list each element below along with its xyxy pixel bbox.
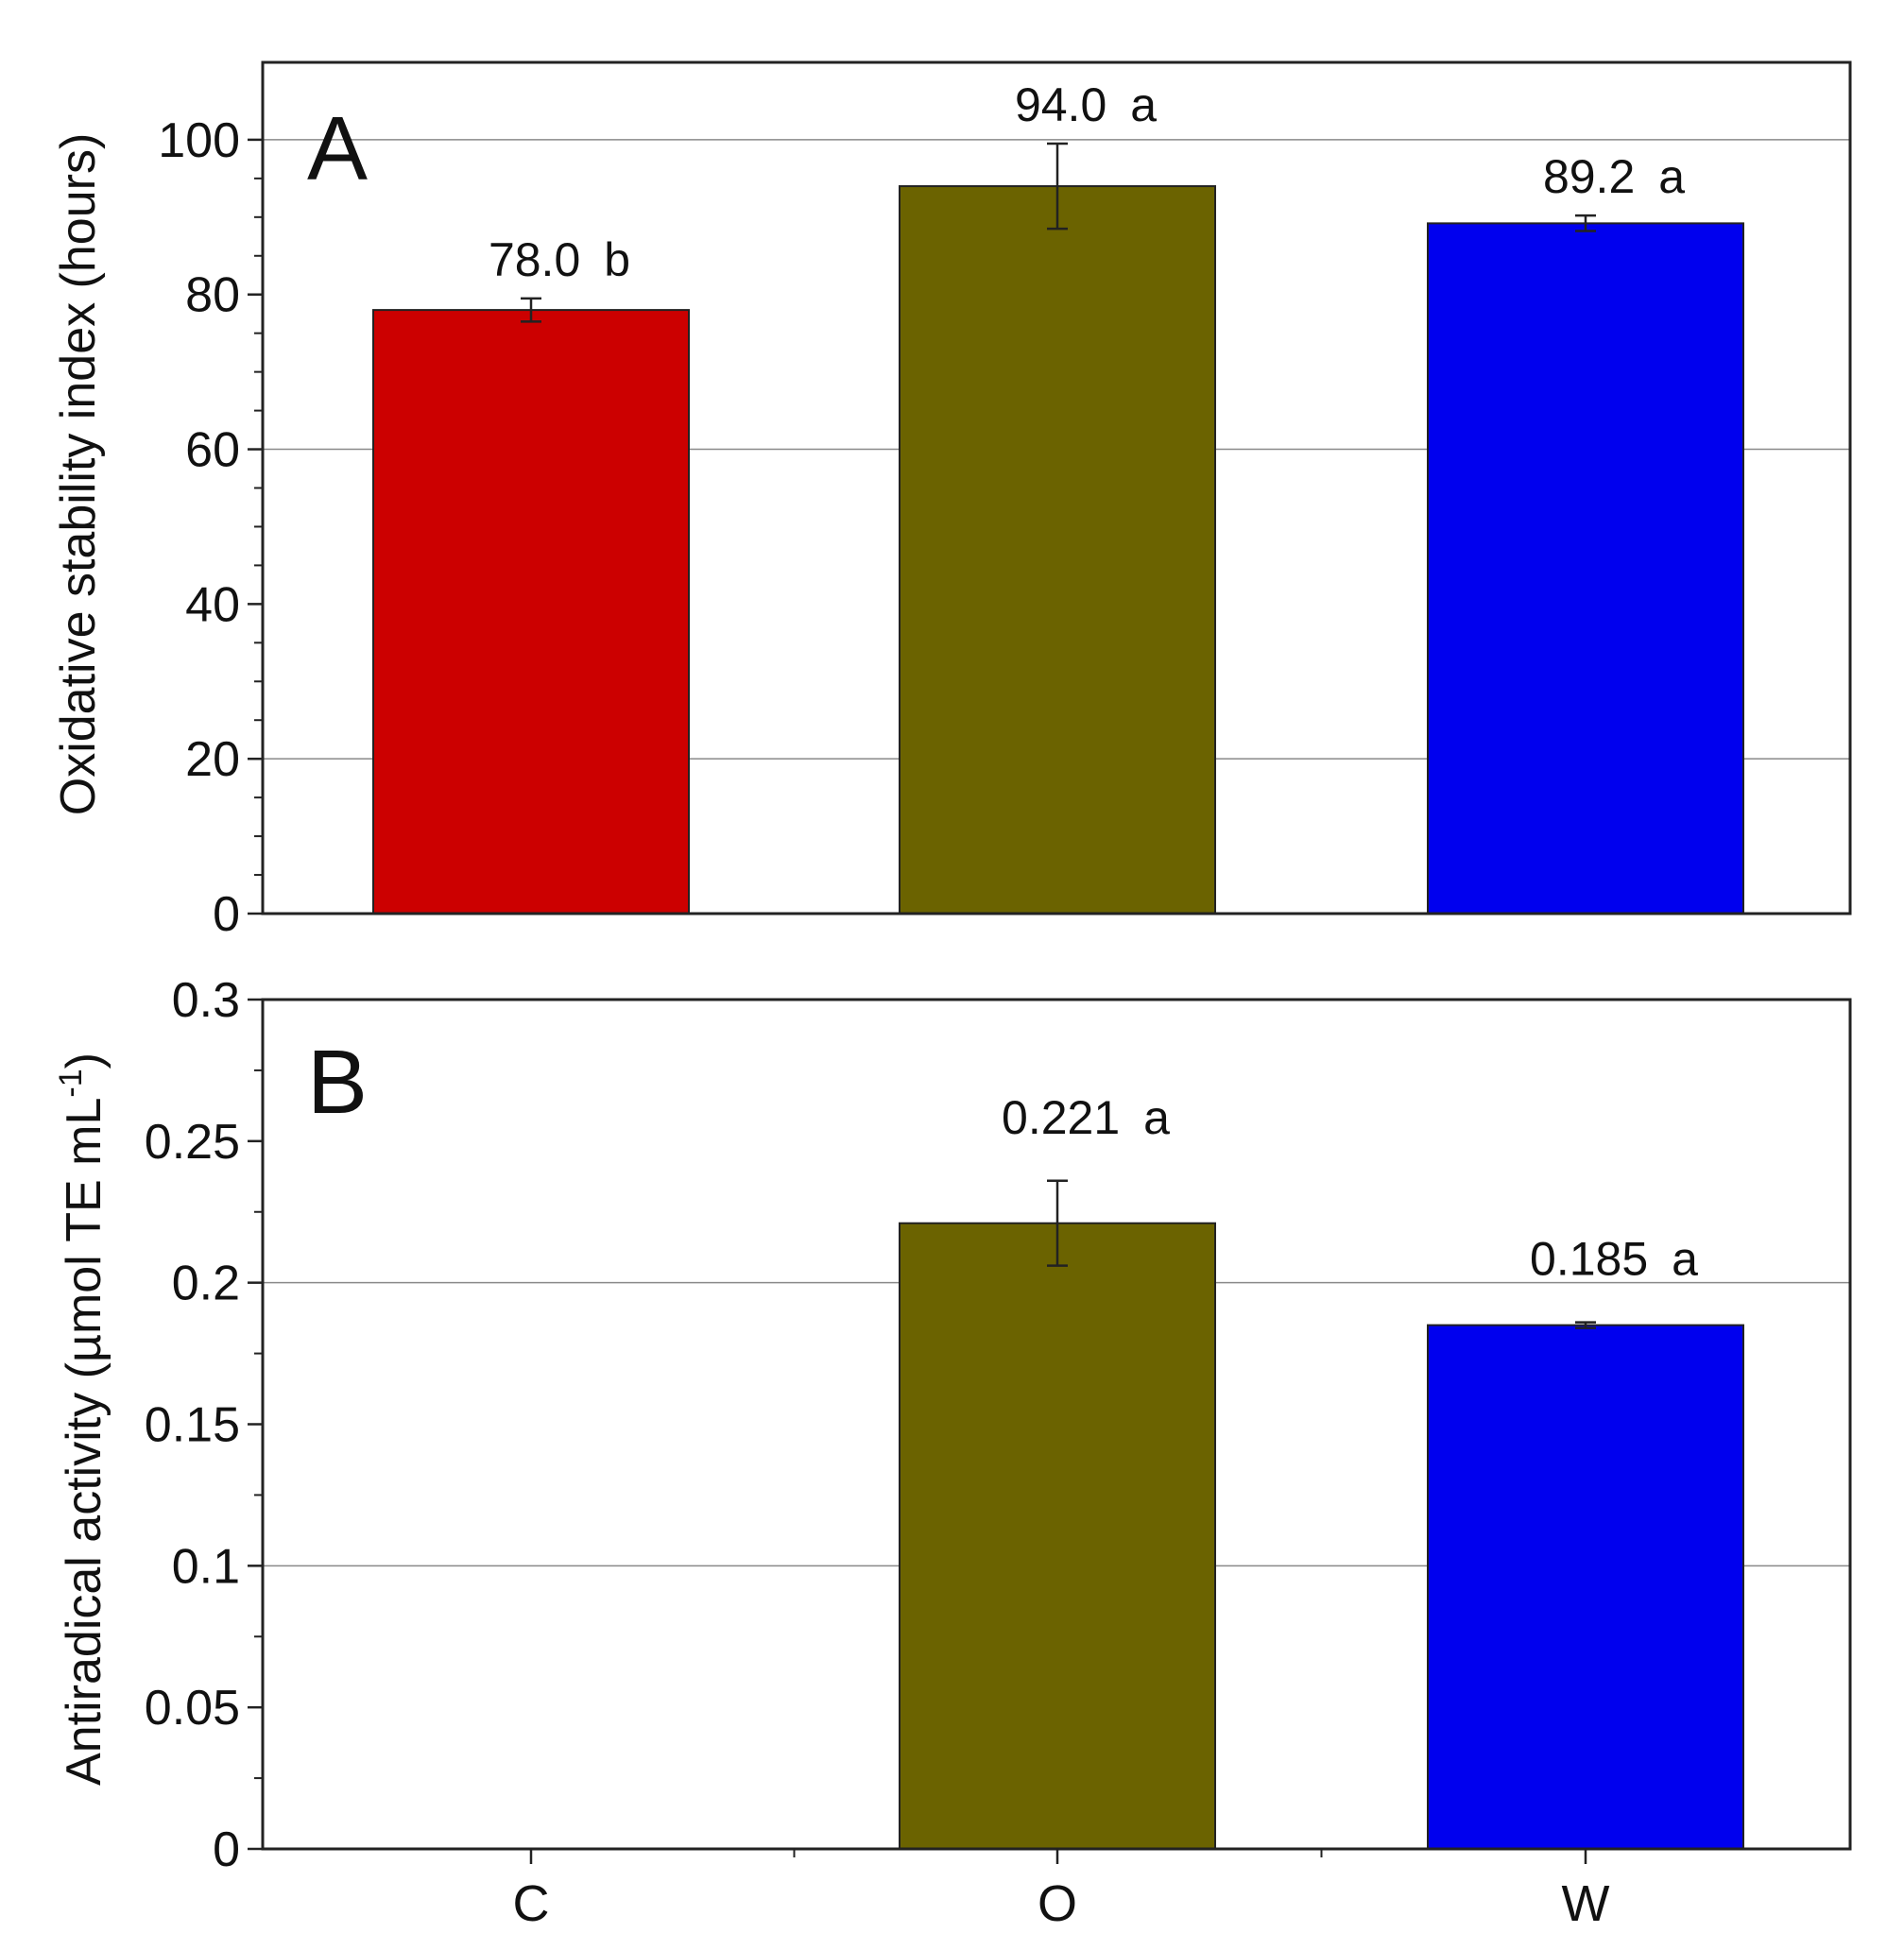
y-tick-label: 0 xyxy=(213,1822,240,1877)
y-tick-label: 0.2 xyxy=(172,1257,240,1311)
x-tick-label-W: W xyxy=(1562,1875,1610,1932)
y-tick-label: 20 xyxy=(185,732,240,787)
panel-a-error-bars xyxy=(521,142,1596,323)
bar-value-label-W: 89.2 a xyxy=(1543,150,1685,203)
y-tick-label: 0.3 xyxy=(172,973,240,1028)
bar-value-label-W: 0.185 a xyxy=(1530,1233,1698,1286)
bar-W xyxy=(1427,222,1744,915)
panel-b-chart: 0 0.05 0.1 0.15 0.2 0.25 0.3 C O W 0.221 a 0.185 … xyxy=(53,973,1852,1932)
y-tick-label: 100 xyxy=(158,113,240,168)
panel-b-y-axis-title-superscript: -1 xyxy=(53,1069,89,1097)
bar-W xyxy=(1427,1324,1744,1851)
x-tick-label-O: O xyxy=(1038,1875,1077,1932)
panel-b-bar-labels: 0.221 a 0.185 a xyxy=(1002,1091,1698,1286)
y-tick-label: 0 xyxy=(213,887,240,942)
panel-b-letter: B xyxy=(307,1032,368,1133)
x-tick-label-C: C xyxy=(513,1875,550,1932)
panel-b-y-axis-title-close: ) xyxy=(57,1052,111,1069)
bar-value-label-O: 94.0 a xyxy=(1015,78,1157,131)
panel-a-bars xyxy=(372,185,1744,915)
panel-a-letter: A xyxy=(307,98,368,199)
panel-a-y-axis: 0 20 40 60 80 100 xyxy=(158,113,263,942)
panel-a-y-axis-title: Oxidative stability index (hours) xyxy=(51,133,106,816)
panel-b-y-axis: 0 0.05 0.1 0.15 0.2 0.25 0.3 xyxy=(145,973,263,1877)
y-tick-label: 60 xyxy=(185,423,240,478)
y-tick-label: 0.1 xyxy=(172,1539,240,1594)
y-tick-label: 40 xyxy=(185,577,240,632)
bar-value-label-O: 0.221 a xyxy=(1002,1091,1170,1144)
y-tick-label: 0.25 xyxy=(145,1115,240,1170)
bar-O xyxy=(899,1222,1216,1850)
panel-a-bar-labels: 78.0 b 94.0 a 89.2 a xyxy=(489,78,1685,286)
panel-b-y-axis-title-main: Antiradical activity (µmol TE mL xyxy=(57,1098,111,1786)
y-tick-label: 0.15 xyxy=(145,1398,240,1453)
bar-O xyxy=(899,185,1216,915)
panel-b-y-axis-title: Antiradical activity (µmol TE mL-1) xyxy=(53,1052,111,1786)
y-tick-label: 0.05 xyxy=(145,1681,240,1736)
panel-b-error-bars xyxy=(1047,1179,1596,1329)
panel-a-chart: 0 20 40 60 80 100 78.0 b 94.0 a 89.2 a A Oxidat… xyxy=(51,60,1852,942)
bar-value-label-C: 78.0 b xyxy=(489,233,630,286)
y-tick-label: 80 xyxy=(185,268,240,323)
panel-b-bars xyxy=(899,1222,1744,1851)
bar-C xyxy=(372,309,690,915)
